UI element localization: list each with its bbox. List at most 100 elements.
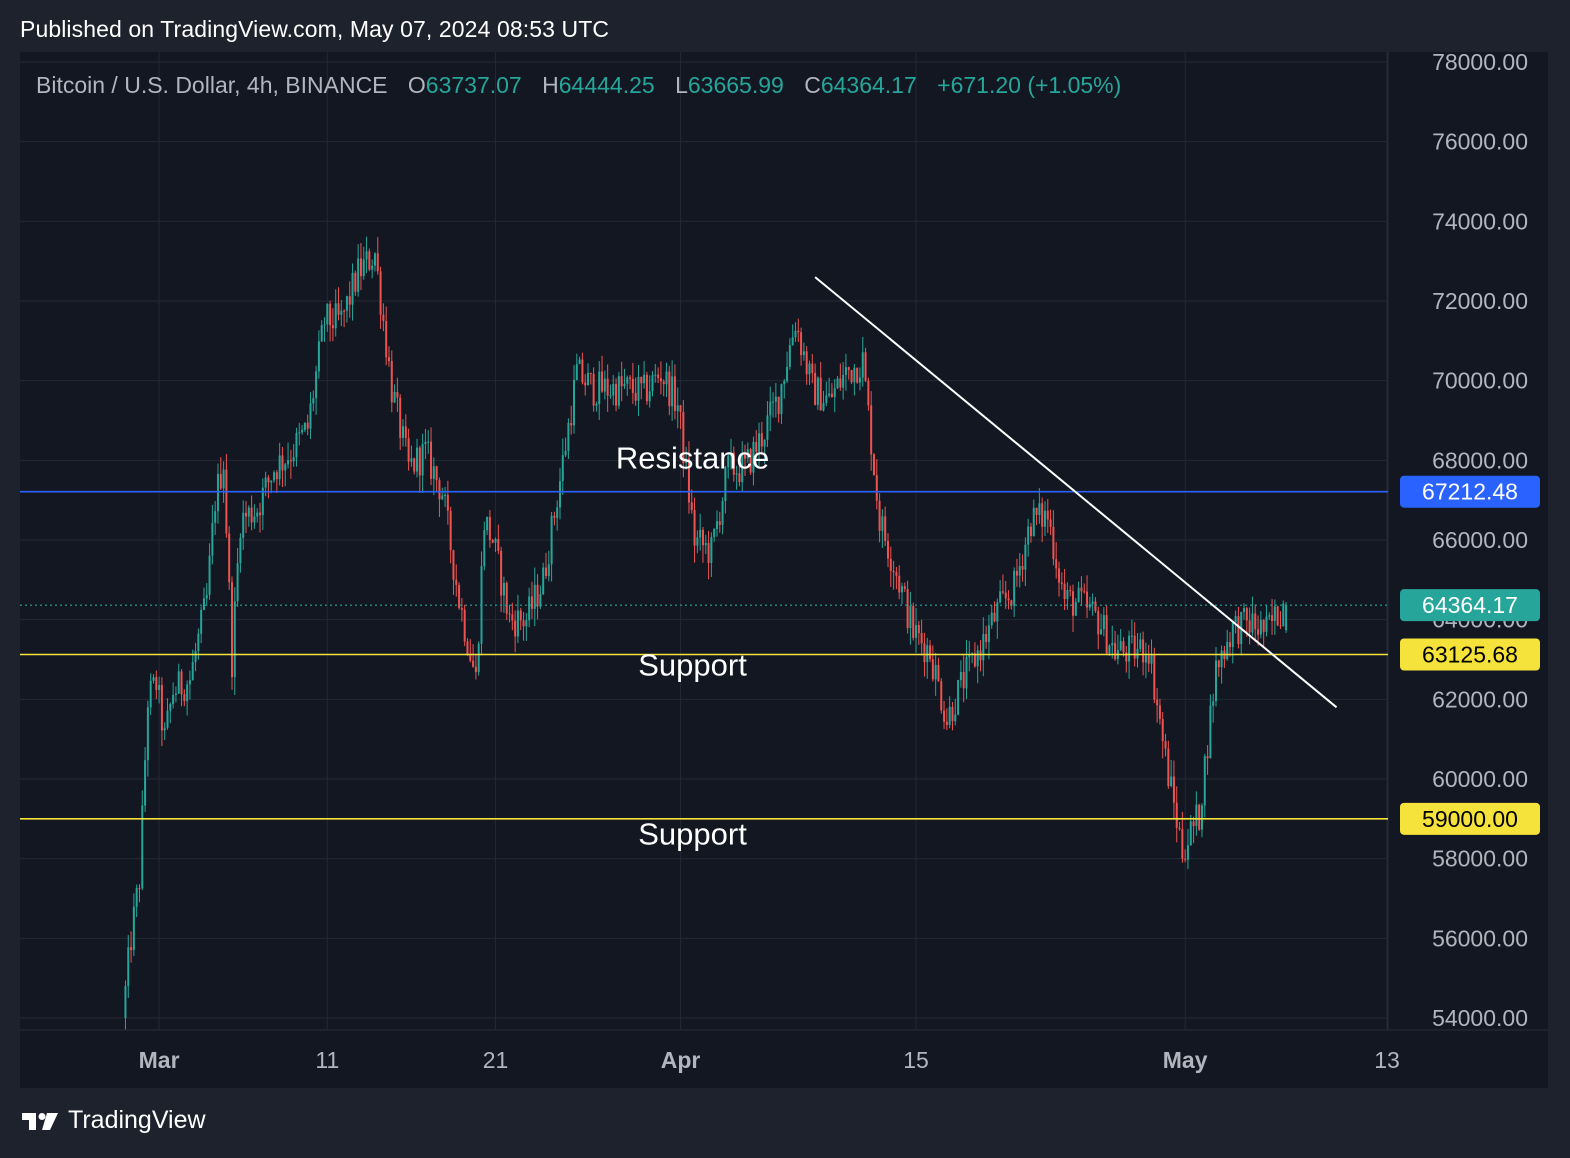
- candle-body: [309, 403, 312, 429]
- candle-body: [320, 325, 323, 342]
- candle-body: [362, 259, 365, 277]
- candle-body: [337, 303, 340, 315]
- candle-body: [830, 393, 833, 398]
- candle-body: [856, 367, 859, 383]
- candle-body: [777, 396, 780, 415]
- y-tick-label: 56000.00: [1432, 925, 1528, 951]
- candle-body: [766, 415, 769, 440]
- y-tick-label: 54000.00: [1432, 1005, 1528, 1031]
- candle-body: [923, 643, 926, 663]
- resistance-price-tag: 67212.48: [1400, 475, 1540, 508]
- support-price-2-tag-bg: [1400, 802, 1540, 835]
- candle-body: [1086, 591, 1089, 608]
- candle-body: [783, 381, 786, 385]
- candle-body: [186, 684, 189, 702]
- grid: [20, 52, 1548, 1031]
- published-header: Published on TradingView.com, May 07, 20…: [20, 16, 610, 42]
- candle-body: [407, 438, 410, 462]
- candle-body: [713, 529, 716, 538]
- candle-body: [163, 727, 166, 731]
- candle-body: [275, 472, 278, 480]
- candle-body: [654, 374, 657, 376]
- candle-body: [1001, 591, 1004, 593]
- candle-body: [679, 405, 682, 412]
- candle-body: [273, 472, 276, 481]
- candle-body: [931, 659, 934, 680]
- candle-body: [483, 530, 486, 567]
- candle-body: [472, 660, 475, 667]
- candle-body: [1139, 639, 1142, 649]
- candle-body: [230, 582, 233, 678]
- candle-body: [1198, 804, 1201, 830]
- x-tick-label: Mar: [139, 1047, 180, 1073]
- candle-body: [340, 310, 343, 315]
- candle-body: [982, 634, 985, 661]
- candle-body: [424, 441, 427, 445]
- candle-body: [359, 258, 362, 277]
- candle-body: [172, 694, 175, 705]
- candle-body: [1032, 507, 1035, 537]
- candle-body: [348, 296, 351, 305]
- candle-body: [1069, 590, 1072, 592]
- candle-body: [858, 377, 861, 383]
- annotations: Resistance Support Support: [616, 440, 769, 851]
- candle-body: [1007, 598, 1010, 601]
- candle-body: [550, 515, 553, 565]
- candle-body: [811, 363, 814, 373]
- candle-body: [867, 380, 870, 406]
- candle-body: [1259, 619, 1262, 635]
- candle-body: [861, 352, 864, 378]
- candle-body: [578, 359, 581, 365]
- candle-body: [1105, 615, 1108, 654]
- candle-body: [1192, 821, 1195, 826]
- candle-body: [581, 359, 584, 383]
- price-chart[interactable]: Resistance Support Support 78000.00 76000.0…: [20, 52, 1548, 1088]
- candle-body: [1231, 622, 1234, 648]
- candle-body: [954, 714, 957, 722]
- y-tick-label: 62000.00: [1432, 686, 1528, 712]
- candle-body: [1102, 615, 1105, 630]
- candle-body: [1245, 608, 1248, 621]
- candle-body: [152, 677, 155, 681]
- candle-body: [402, 426, 404, 438]
- x-tick-label: Apr: [661, 1047, 701, 1073]
- candle-body: [755, 441, 758, 452]
- candle-body: [676, 405, 679, 411]
- candle-body: [561, 455, 564, 482]
- candle-body: [788, 345, 791, 367]
- candle-body: [379, 271, 382, 315]
- y-tick-label: 76000.00: [1432, 129, 1528, 155]
- candle-body: [1200, 805, 1203, 830]
- chart-frame[interactable]: Resistance Support Support 78000.00 76000.0…: [20, 52, 1548, 1088]
- candle-body: [701, 529, 704, 546]
- candle-body: [486, 516, 489, 531]
- candle-body: [544, 567, 547, 577]
- candle-body: [629, 377, 632, 379]
- candle-body: [357, 258, 360, 292]
- candle-body: [295, 432, 298, 458]
- candle-body: [141, 805, 144, 889]
- candle-body: [466, 641, 469, 655]
- candle-body: [587, 372, 590, 386]
- candle-body: [1142, 639, 1145, 663]
- y-tick-label: 58000.00: [1432, 846, 1528, 872]
- candle-body: [598, 371, 601, 405]
- candle-body: [1265, 616, 1268, 632]
- candle-body: [814, 372, 817, 405]
- candle-body: [732, 452, 735, 475]
- candle-body: [542, 567, 545, 594]
- candle-body: [547, 564, 550, 577]
- axes: 78000.00 76000.00 74000.00 72000.00 70000.00…: [139, 52, 1528, 1073]
- candle-body: [735, 473, 738, 475]
- last-price-tag-bg: [1400, 589, 1540, 622]
- candle-body: [828, 393, 831, 396]
- candle-body: [1150, 655, 1153, 664]
- candle-body: [631, 378, 634, 393]
- candle-body: [875, 475, 878, 501]
- candle-body: [469, 654, 472, 661]
- candle-body: [491, 540, 494, 543]
- candle-body: [525, 620, 528, 627]
- candle-body: [715, 521, 718, 530]
- tradingview-brand[interactable]: TradingView: [20, 1106, 206, 1135]
- price-labels: 67212.48 64364.17 63125.68 59000.00: [1400, 475, 1540, 835]
